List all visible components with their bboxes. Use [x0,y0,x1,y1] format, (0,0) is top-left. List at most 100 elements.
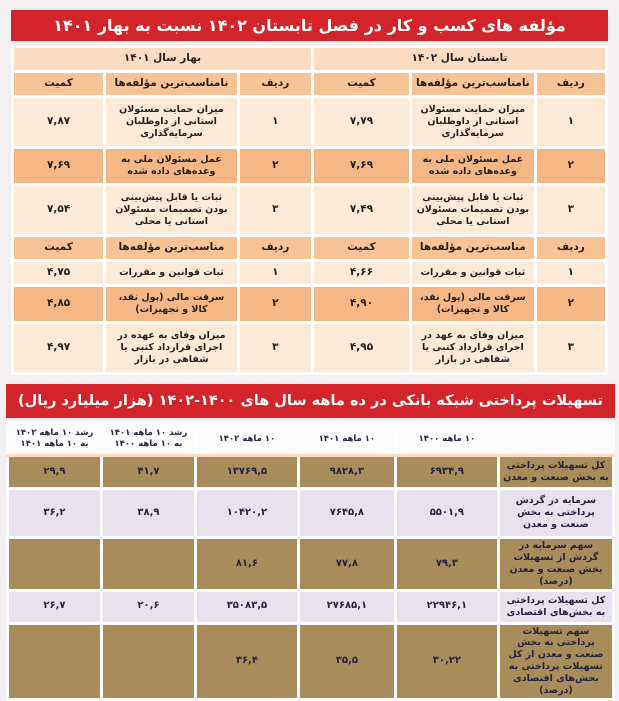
table-row: سرمایه در گردش پرداختی به بخش صنعت و معد… [6,487,616,539]
table-row: کل تسهیلات پرداختی به بخش‌های اقتصادی ۲۲… [6,588,616,625]
worst-row2-label-1402: عمل مسئولان ملی به وعده‌های داده شده [409,146,537,186]
best-row3-no: ۳ [236,321,315,375]
facilities-row5-v1400: ۳۰,۲۲ [393,621,500,701]
facilities-row5-growth-1402-1401 [6,621,103,701]
facilities-row2-v1400: ۵۵۰۱,۹ [393,487,500,539]
worst-row2-label-1401: عمل مسئولان ملی به وعده‌های داده شده [103,146,240,186]
worst-row3-label-1402: ثبات یا قابل پیش‌بینی بودن تصمیمات مسئول… [409,183,537,237]
worst-row2-value-1402: ۷,۶۹ [311,146,412,186]
facilities-row4-label: کل تسهیلات پرداختی به بخش‌های اقتصادی [496,588,616,625]
col-header-worst-components: نامناسب‌ترین مؤلفه‌ها [409,70,537,98]
col-header-growth-1401-1400: رشد ۱۰ ماهه ۱۴۰۱ به ۱۰ ماهه ۱۴۰۰ [99,421,197,457]
best-row3-label-1402: میزان وفای به عهد در اجرای قرارداد کتبی … [409,321,537,375]
facilities-row4-v1402: ۳۵۰۸۳,۵ [193,588,300,625]
facilities-row1-label: کل تسهیلات پرداختی به بخش صنعت و معدن [496,454,616,490]
worst-row1-label-1402: میزان حمایت مسئولان استانی از داوطلبان س… [409,95,537,149]
col-header-row-no: ردیف [533,70,609,98]
facilities-row3-v1400: ۷۹,۳ [393,536,500,592]
business-components-table: تابستان سال ۱۴۰۲ بهار سال ۱۴۰۱ ردیف نامن… [10,45,609,375]
col-header-row-no: ردیف [533,234,609,262]
bank-facilities-table: ۱۰ ماهه ۱۴۰۰ ۱۰ ماهه ۱۴۰۱ ۱۰ ماهه ۱۴۰۲ ر… [6,421,616,701]
col-header-10m-1402: ۱۰ ماهه ۱۴۰۲ [193,421,300,457]
table-row: ۱ میزان حمایت مسئولان استانی از داوطلبان… [10,95,609,149]
worst-row1-no: ۱ [236,95,315,149]
facilities-row3-v1401: ۷۷,۸ [296,536,397,592]
worst-row3-label-1401: ثبات یا قابل پیش‌بینی بودن تصمیمات مسئول… [103,183,240,237]
bank-facilities-section: تسهیلات پرداختی شبکه بانکی در ده ماهه سا… [6,384,616,701]
facilities-row5-label: سهم تسهیلات پرداختی به بخش صنعت و معدن ا… [496,621,616,701]
col-header-row-no: ردیف [236,70,315,98]
table-row: سهم سرمایه در گردش از تسهیلات بخش صنعت و… [6,536,616,592]
facilities-row5-v1402: ۳۶,۴ [193,621,300,701]
col-header-best-components: مناسب‌ترین مؤلفه‌ها [409,234,537,262]
col-header-quantity: کمیت [311,234,412,262]
table-row: ۲ عمل مسئولان ملی به وعده‌های داده شده ۷… [10,146,609,186]
col-header-worst-components: نامناسب‌ترین مؤلفه‌ها [103,70,240,98]
facilities-row1-v1402: ۱۳۷۶۹,۵ [193,454,300,490]
best-row1-label-1401: ثبات قوانین و مقررات [103,259,240,287]
col-header-quantity: کمیت [10,234,107,262]
table-row: ۲ سرقت مالی (پول نقد، کالا و تجهیزات) ۴,… [10,284,609,324]
worst-row2-no: ۲ [533,146,609,186]
worst-columns-header-row: ردیف نامناسب‌ترین مؤلفه‌ها کمیت ردیف نام… [10,70,609,98]
best-row1-no: ۱ [533,259,609,287]
table-row: ۱ ثبات قوانین و مقررات ۴,۶۶ ۱ ثبات قوانی… [10,259,609,287]
best-row1-value-1402: ۴,۶۶ [311,259,412,287]
group-header-spring-1401: بهار سال ۱۴۰۱ [11,45,314,73]
best-row3-label-1401: میزان وفای به عهده در اجرای قرارداد کتبی… [103,321,240,375]
worst-row3-value-1401: ۷,۵۴ [10,183,107,237]
worst-row1-no: ۱ [533,95,609,149]
facilities-row2-growth-1401-1400: ۳۸,۹ [99,487,197,539]
col-header-best-components: مناسب‌ترین مؤلفه‌ها [103,234,240,262]
col-header-10m-1401: ۱۰ ماهه ۱۴۰۱ [296,421,397,457]
col-header-10m-1400: ۱۰ ماهه ۱۴۰۰ [393,421,500,457]
facilities-row2-growth-1402-1401: ۳۶,۲ [6,487,103,539]
worst-row2-value-1401: ۷,۶۹ [10,146,107,186]
group-header-summer-1402: تابستان سال ۱۴۰۲ [311,45,608,73]
best-columns-header-row: ردیف مناسب‌ترین مؤلفه‌ها کمیت ردیف مناسب… [10,234,609,262]
best-row3-no: ۳ [533,321,609,375]
facilities-row2-label: سرمایه در گردش پرداختی به بخش صنعت و معد… [496,487,616,539]
facilities-row3-label: سهم سرمایه در گردش از تسهیلات بخش صنعت و… [496,536,616,592]
col-header-row-no: ردیف [236,234,315,262]
facilities-header-row: ۱۰ ماهه ۱۴۰۰ ۱۰ ماهه ۱۴۰۱ ۱۰ ماهه ۱۴۰۲ ر… [6,421,616,457]
best-row3-value-1401: ۴,۹۷ [10,321,107,375]
year-group-header-row: تابستان سال ۱۴۰۲ بهار سال ۱۴۰۱ [11,45,608,73]
table-row: ۳ ثبات یا قابل پیش‌بینی بودن تصمیمات مسئ… [10,183,609,237]
facilities-row1-growth-1402-1401: ۲۹,۹ [6,454,103,490]
best-row2-value-1401: ۴,۸۵ [10,284,107,324]
worst-row1-value-1402: ۷,۷۹ [311,95,412,149]
facilities-row1-v1400: ۶۹۳۴,۹ [393,454,500,490]
facilities-row2-v1402: ۱۰۴۲۰,۲ [193,487,300,539]
facilities-row3-growth-1402-1401 [6,536,103,592]
facilities-row1-growth-1401-1400: ۴۱,۷ [99,454,197,490]
best-row1-no: ۱ [236,259,315,287]
col-header-growth-1402-1401: رشد ۱۰ ماهه ۱۴۰۲ به ۱۰ ماهه ۱۴۰۱ [6,421,103,457]
facilities-row5-v1401: ۳۵,۵ [296,621,397,701]
best-row2-label-1402: سرقت مالی (پول نقد، کالا و تجهیزات) [409,284,537,324]
best-row1-label-1402: ثبات قوانین و مقررات [409,259,537,287]
best-row2-no: ۲ [236,284,315,324]
best-row2-value-1402: ۴,۹۰ [311,284,412,324]
facilities-row3-v1402: ۸۱,۶ [193,536,300,592]
facilities-row2-v1401: ۷۶۴۵,۸ [296,487,397,539]
worst-row3-no: ۳ [533,183,609,237]
business-components-section: مؤلفه های کسب و کار در فصل تابستان ۱۴۰۲ … [10,10,609,375]
table-row: کل تسهیلات پرداختی به بخش صنعت و معدن ۶۹… [6,454,616,490]
table-row: ۳ میزان وفای به عهد در اجرای قرارداد کتب… [10,321,609,375]
facilities-row3-growth-1401-1400 [99,536,197,592]
best-row2-no: ۲ [533,284,609,324]
best-row2-label-1401: سرقت مالی (پول نقد، کالا و تجهیزات) [103,284,240,324]
best-row1-value-1401: ۴,۷۵ [10,259,107,287]
table-row: سهم تسهیلات پرداختی به بخش صنعت و معدن ا… [6,621,616,701]
facilities-row4-v1401: ۲۷۶۸۵,۱ [296,588,397,625]
worst-row1-value-1401: ۷,۸۷ [10,95,107,149]
facilities-row4-v1400: ۲۲۹۴۶,۱ [393,588,500,625]
bank-facilities-title: تسهیلات پرداختی شبکه بانکی در ده ماهه سا… [6,384,615,418]
best-row3-value-1402: ۴,۹۵ [311,321,412,375]
col-header-quantity: کمیت [311,70,412,98]
col-header-empty [496,421,616,457]
worst-row3-value-1402: ۷,۴۹ [311,183,412,237]
business-components-title: مؤلفه های کسب و کار در فصل تابستان ۱۴۰۲ … [11,10,608,41]
facilities-row4-growth-1402-1401: ۲۶,۷ [6,588,103,625]
